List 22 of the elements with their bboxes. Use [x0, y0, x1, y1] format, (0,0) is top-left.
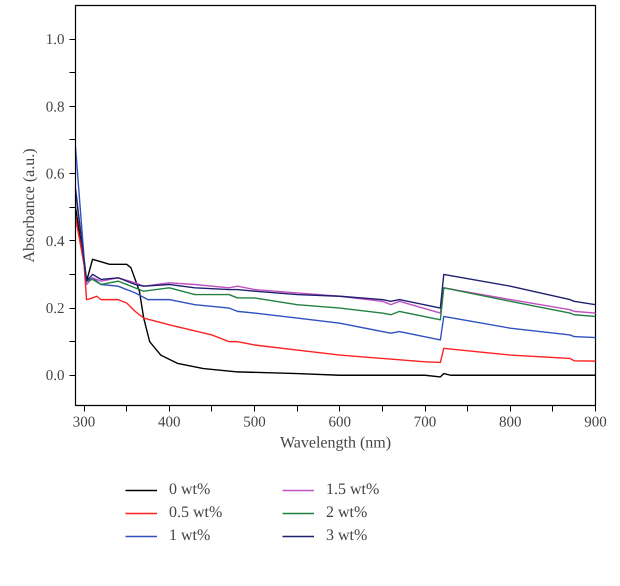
y-tick-label: 0.2 [46, 301, 64, 318]
x-tick-label: 500 [243, 414, 266, 430]
y-tick-label: 0.8 [46, 99, 64, 116]
legend-label: 2 wt% [326, 503, 368, 523]
x-tick-label: 800 [499, 414, 522, 430]
legend-label: 3 wt% [326, 526, 368, 546]
legend-label: 0.5 wt% [169, 503, 224, 523]
y-tick-label: 0.6 [46, 166, 65, 183]
legend-label: 1 wt% [169, 526, 212, 546]
legend-label: 0 wt% [169, 480, 212, 500]
y-tick-label: 1.0 [46, 32, 64, 48]
x-tick-label: 700 [414, 414, 436, 430]
x-tick-label: 400 [158, 414, 181, 430]
y-tick-label: 0.0 [46, 368, 64, 384]
x-tick-label: 900 [584, 414, 607, 430]
line-series [76, 146, 596, 341]
y-axis-title: Absorbance (a.u.) [20, 148, 38, 263]
x-axis-title: Wavelength (nm) [280, 434, 392, 452]
legend-label: 1.5 wt% [326, 480, 380, 500]
x-tick-label: 600 [328, 414, 352, 430]
y-tick-label: 0.4 [46, 234, 65, 250]
x-tick-label: 300 [72, 414, 96, 430]
